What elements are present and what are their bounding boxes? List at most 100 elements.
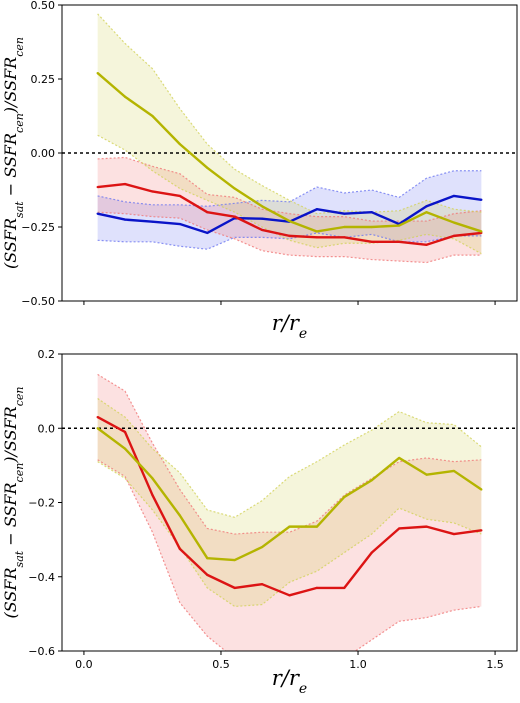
- data-point-series-1-4: [206, 557, 209, 560]
- band-fill-series-0: [97, 374, 482, 651]
- panel-bottom: 0.0 0.5 1.0 1.5 −0.6 −0.4 −0.2 0.0 0.2 r/re (SSFRs…: [1, 348, 518, 697]
- data-point-series-0-14: [480, 198, 483, 201]
- band-lower-series-2: [97, 134, 482, 255]
- data-point-series-2-4: [206, 166, 209, 169]
- y-axis-label: (SSFRsat − SSFRcen)/SSFRcen: [1, 37, 26, 269]
- y-tick-label-0: −0.6: [28, 645, 55, 658]
- data-point-series-0-5: [233, 586, 236, 589]
- data-point-series-1-6: [260, 545, 264, 549]
- data-point-series-2-7: [288, 219, 291, 223]
- y-tick-label-4: 0.50: [31, 0, 56, 12]
- data-point-series-0-8: [315, 586, 319, 589]
- band-fill-series-1: [97, 398, 482, 607]
- data-point-series-0-1: [123, 218, 127, 221]
- data-point-series-0-14: [480, 529, 483, 532]
- data-point-series-2-6: [260, 205, 264, 208]
- data-point-series-0-6: [260, 217, 264, 220]
- x-axis-label: r/re: [272, 666, 307, 697]
- plot-area: [62, 13, 517, 264]
- data-point-series-1-4: [206, 211, 209, 214]
- y-tick-label-3: 0.0: [38, 422, 56, 435]
- data-point-series-0-2: [151, 493, 154, 497]
- y-tick-label-2: −0.2: [28, 497, 55, 510]
- data-point-series-2-10: [370, 225, 373, 229]
- x-tick-label-2: 1.0: [349, 658, 367, 671]
- y-tick-label-3: 0.25: [31, 73, 56, 86]
- data-point-series-1-3: [178, 514, 181, 517]
- data-point-series-0-7: [288, 594, 291, 597]
- y-tick-label-1: −0.4: [28, 571, 55, 584]
- data-point-series-1-2: [151, 190, 154, 193]
- data-point-series-0-4: [206, 573, 209, 576]
- data-point-series-2-9: [343, 225, 346, 229]
- data-point-series-0-13: [452, 194, 456, 198]
- band-fill-series-2: [97, 13, 482, 254]
- band-fill-series-1: [97, 157, 482, 263]
- y-tick-label-2: 0.00: [31, 147, 56, 160]
- band-lower-series-1: [97, 461, 482, 608]
- data-point-series-2-14: [480, 230, 483, 233]
- data-point-series-1-6: [260, 228, 264, 232]
- band-lower-series-1: [97, 211, 482, 264]
- y-tick-label-1: −0.25: [21, 221, 55, 234]
- data-point-series-0-10: [370, 551, 373, 554]
- data-point-series-0-13: [452, 532, 456, 536]
- data-point-series-0-12: [425, 525, 428, 528]
- x-axis-label: r/re: [272, 311, 307, 342]
- y-axis-label: (SSFRsat − SSFRcen)/SSFRcen: [1, 387, 26, 619]
- data-point-series-0-0: [96, 416, 99, 419]
- data-point-series-1-8: [315, 525, 319, 528]
- panel-top: −0.50 −0.25 0.00 0.25 0.50 r/re (SSFRsat − SSF…: [1, 0, 518, 342]
- data-point-series-0-8: [315, 208, 319, 211]
- data-point-series-1-9: [343, 236, 346, 239]
- data-point-series-0-1: [123, 430, 127, 434]
- y-tick-label-4: 0.2: [38, 348, 56, 361]
- data-point-series-1-11: [398, 240, 401, 243]
- data-point-series-1-8: [315, 236, 319, 239]
- plot-area: [62, 373, 517, 651]
- data-point-series-1-1: [123, 447, 127, 450]
- data-point-series-2-0: [96, 71, 99, 75]
- data-point-series-1-1: [123, 182, 127, 186]
- data-point-series-2-5: [233, 187, 236, 190]
- band-upper-series-1: [97, 398, 482, 518]
- data-point-series-0-9: [343, 212, 346, 215]
- x-tick-label-1: 0.5: [212, 658, 230, 671]
- data-point-series-1-0: [96, 427, 99, 430]
- data-point-series-1-7: [288, 234, 291, 237]
- data-point-series-0-12: [425, 205, 428, 208]
- data-point-series-1-14: [480, 488, 483, 491]
- band-upper-series-0: [97, 373, 482, 535]
- band-upper-series-0: [97, 170, 482, 207]
- data-point-series-1-10: [370, 240, 373, 243]
- data-point-series-1-13: [452, 234, 456, 237]
- data-point-series-1-2: [151, 477, 154, 480]
- data-point-series-1-9: [343, 495, 346, 499]
- data-point-series-2-8: [315, 230, 319, 233]
- data-point-series-1-5: [233, 558, 236, 562]
- data-point-series-0-10: [370, 211, 373, 214]
- data-point-series-0-2: [151, 220, 154, 223]
- data-point-series-0-11: [398, 527, 401, 530]
- data-point-series-2-3: [178, 143, 181, 146]
- data-point-series-1-3: [178, 194, 181, 198]
- data-point-series-0-9: [343, 586, 346, 589]
- data-point-series-0-4: [206, 231, 209, 235]
- band-upper-series-2: [97, 13, 482, 215]
- data-point-series-1-0: [96, 185, 99, 189]
- data-point-series-2-13: [452, 221, 456, 224]
- band-upper-series-1: [97, 156, 482, 222]
- data-point-series-2-1: [123, 95, 127, 98]
- data-point-series-0-3: [178, 222, 181, 226]
- data-point-series-1-13: [452, 469, 456, 473]
- data-point-series-1-12: [425, 473, 428, 476]
- y-tick-label-0: −0.50: [21, 295, 55, 308]
- band-lower-series-0: [97, 232, 482, 250]
- data-point-series-0-0: [96, 212, 99, 215]
- data-point-series-1-7: [288, 525, 291, 528]
- x-tick-label-3: 1.5: [486, 658, 504, 671]
- data-point-series-1-10: [370, 479, 373, 482]
- data-point-series-2-11: [398, 224, 401, 227]
- data-point-series-1-11: [398, 456, 401, 460]
